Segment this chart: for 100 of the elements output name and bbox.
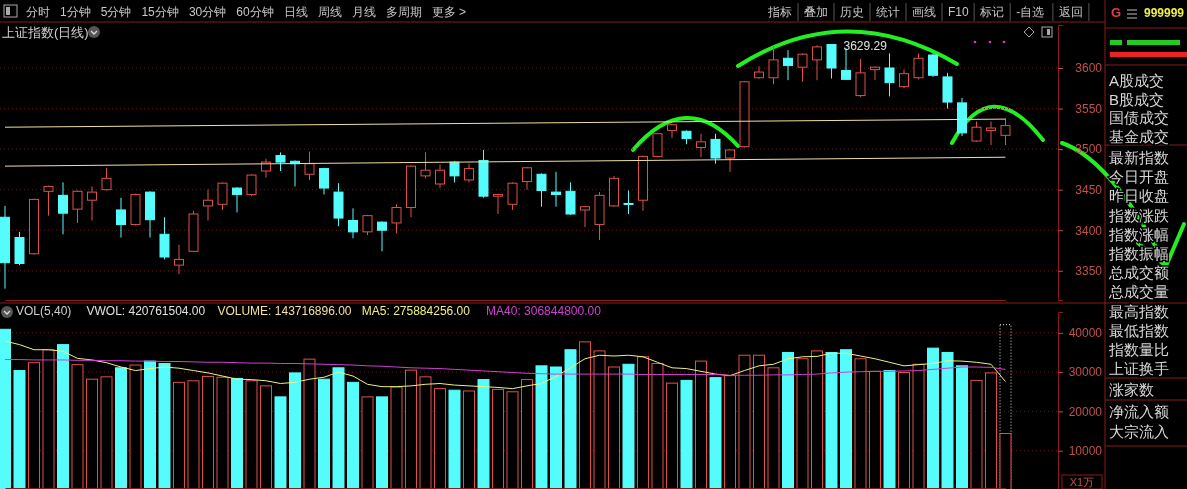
text: 画线 xyxy=(912,5,936,19)
line-series xyxy=(4,359,1006,376)
text: B股成交 xyxy=(1109,90,1165,108)
text: 国债成交 xyxy=(1109,109,1169,127)
candlestick xyxy=(507,181,518,211)
annotation: VWOL: 420761504.00 xyxy=(86,304,206,318)
candlestick xyxy=(391,203,402,234)
text: A股成交 xyxy=(1109,72,1165,89)
y-tick-label: 3600 xyxy=(1075,61,1103,76)
text: 标记 xyxy=(979,5,1005,19)
candlestick xyxy=(754,65,764,80)
bar xyxy=(492,388,504,489)
bar xyxy=(187,380,200,489)
text: 999999 xyxy=(1144,6,1185,20)
candlestick xyxy=(623,189,634,215)
bar xyxy=(100,376,113,489)
bar xyxy=(274,396,287,489)
y-tick-label: 3550 xyxy=(1075,101,1103,116)
candlestick xyxy=(551,171,561,208)
y-tick-label: 10000 xyxy=(1068,444,1103,459)
candlestick xyxy=(710,133,721,165)
text: 月线 xyxy=(351,5,376,19)
candlestick xyxy=(217,181,228,211)
bar xyxy=(158,362,171,489)
bar xyxy=(173,381,185,489)
candlestick xyxy=(971,121,982,143)
candlestick xyxy=(855,58,866,98)
bar xyxy=(231,377,243,489)
text: 最高指数 xyxy=(1109,302,1169,320)
line-series xyxy=(4,340,1006,390)
candlestick xyxy=(174,244,184,275)
bar xyxy=(782,351,794,489)
y-tick-label: 3400 xyxy=(1075,223,1103,238)
text: 多周期 xyxy=(385,5,422,19)
candlestick xyxy=(159,216,170,260)
bar xyxy=(506,391,519,489)
bar xyxy=(564,349,577,489)
bar xyxy=(318,378,330,489)
text: 总成交额 xyxy=(1108,264,1169,282)
candlestick xyxy=(696,133,706,158)
text: 净流入额 xyxy=(1109,403,1169,420)
bar xyxy=(724,375,736,489)
bar xyxy=(680,379,693,489)
candlestick xyxy=(319,167,329,196)
bar xyxy=(637,356,649,489)
text: 5分钟 xyxy=(100,5,132,19)
text: 基金成交 xyxy=(1109,127,1169,145)
bar xyxy=(86,378,98,489)
bar xyxy=(0,328,11,489)
text: 指标 xyxy=(767,5,792,19)
text: 周线 xyxy=(317,5,342,19)
bar xyxy=(434,388,446,489)
text: 1分钟 xyxy=(60,5,91,19)
bar xyxy=(202,375,214,489)
candlestick xyxy=(725,148,735,173)
bar xyxy=(216,376,229,489)
candlestick xyxy=(420,151,431,179)
chart-title: VOL(5,40) xyxy=(16,304,72,318)
bar xyxy=(361,396,374,489)
y-axis-title: X1万 xyxy=(1069,476,1095,488)
bar xyxy=(796,358,809,489)
candlestick xyxy=(536,172,547,208)
candlestick xyxy=(275,151,286,172)
annotation: MA40: 306844800.00 xyxy=(486,304,602,318)
text: 最低指数 xyxy=(1109,321,1169,339)
text: 今日开盘 xyxy=(1109,168,1169,186)
bar xyxy=(376,396,388,489)
annotation: 3629.29 xyxy=(843,39,888,54)
bar xyxy=(28,362,40,489)
bar xyxy=(405,369,417,489)
text: 日线 xyxy=(283,5,308,19)
candlestick xyxy=(58,181,68,235)
bar xyxy=(448,389,461,489)
y-tick-label: 3450 xyxy=(1075,183,1103,198)
bar xyxy=(840,349,852,489)
bar xyxy=(71,364,84,489)
annotation: VOLUME: 143716896.00 xyxy=(217,304,352,318)
bar xyxy=(695,360,707,489)
candlestick xyxy=(986,121,996,146)
candlestick xyxy=(203,189,213,221)
bar xyxy=(521,379,533,489)
text: 返回 xyxy=(1058,5,1083,19)
candlestick xyxy=(348,207,358,239)
candlestick xyxy=(797,52,808,83)
candlestick xyxy=(72,189,83,224)
text: 涨家数 xyxy=(1109,381,1154,398)
bar xyxy=(811,350,823,489)
bar xyxy=(956,365,968,489)
candlestick xyxy=(116,197,126,239)
bar xyxy=(927,347,939,489)
bar xyxy=(477,379,490,489)
text: 最新指数 xyxy=(1109,149,1169,166)
bar xyxy=(709,377,722,489)
candlestick xyxy=(928,52,938,78)
bar xyxy=(593,350,606,489)
candlestick xyxy=(870,65,880,81)
bar xyxy=(332,367,345,489)
text: 15分钟 xyxy=(141,5,179,19)
candlestick xyxy=(899,69,909,89)
y-tick-label: 30000 xyxy=(1068,365,1103,380)
